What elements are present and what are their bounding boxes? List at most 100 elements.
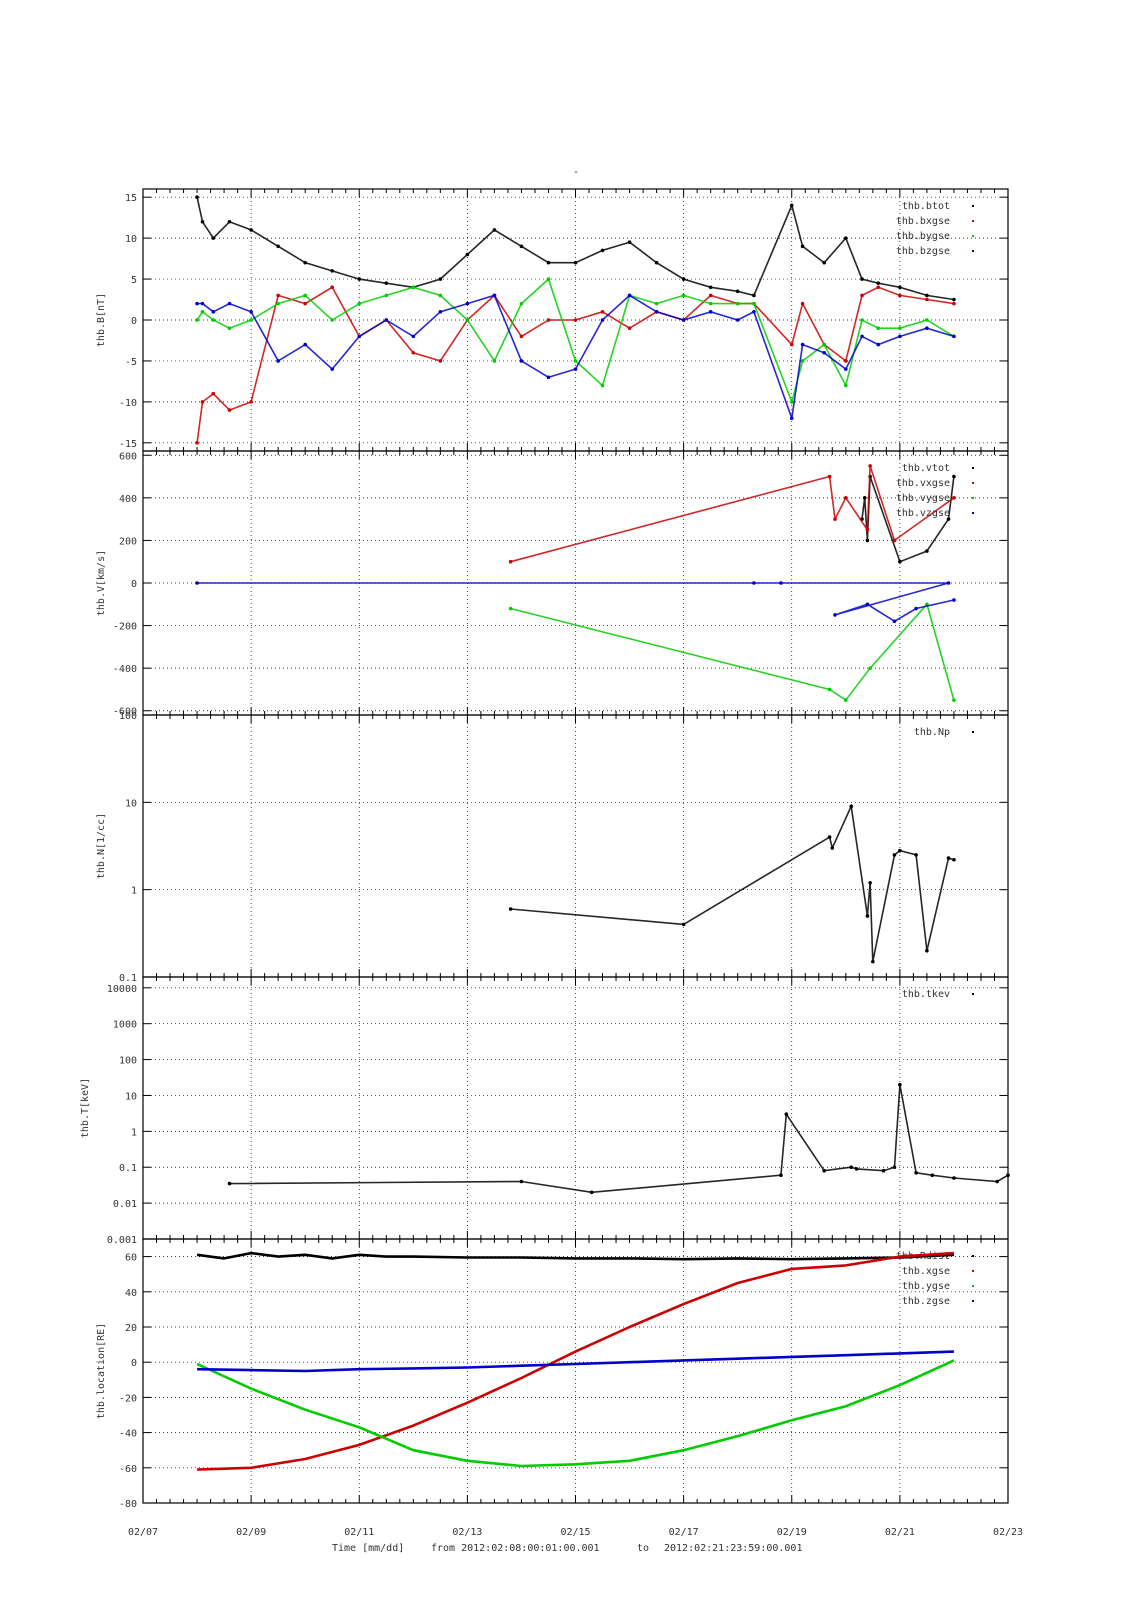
y-tick-label: 10	[125, 1091, 137, 1102]
x-axis: 02/07 02/09 02/11 02/13 02/15 02/17 02/19 02/21…	[128, 1527, 1023, 1538]
data-point	[892, 853, 897, 857]
legend-label: thb.bxgse	[896, 216, 950, 227]
data-point	[865, 538, 870, 543]
panel-location: 60 40 20 0 -20 -40 -60 -80 thb.location[RE] thb.R…	[96, 1238, 1009, 1510]
data-point	[995, 1179, 999, 1184]
legend-marker	[972, 497, 974, 499]
data-point	[952, 297, 956, 302]
data-point	[868, 666, 872, 670]
data-point	[789, 416, 794, 421]
legend-label: thb.Np	[914, 727, 950, 738]
data-point	[925, 549, 929, 553]
data-point	[465, 252, 470, 257]
y-tick-label: 0	[131, 316, 137, 327]
data-point	[952, 334, 956, 339]
x-tick-label: 02/11	[344, 1527, 374, 1538]
data-point	[249, 400, 253, 404]
data-point	[946, 581, 951, 585]
data-point	[822, 342, 826, 347]
data-point	[784, 1112, 789, 1117]
series-line-thb.ygse	[196, 1359, 955, 1468]
data-point	[865, 527, 870, 532]
data-point	[860, 334, 864, 339]
legend-marker	[972, 482, 974, 484]
data-point	[708, 301, 713, 306]
data-point	[211, 236, 216, 240]
data-point	[276, 293, 280, 298]
series-line-thb.Rdist	[196, 1251, 954, 1261]
data-point	[508, 559, 513, 564]
data-point	[822, 260, 826, 265]
data-point	[779, 1173, 783, 1177]
data-point	[892, 1165, 897, 1170]
data-point	[227, 301, 232, 306]
x-tick-label: 02/09	[236, 1527, 266, 1538]
data-point	[573, 359, 578, 363]
data-point	[681, 293, 686, 298]
data-point	[227, 326, 232, 330]
data-point	[800, 301, 805, 306]
data-point	[492, 359, 497, 363]
y-tick-label: -40	[119, 1429, 137, 1440]
data-point	[898, 285, 902, 290]
panels: 151050-5-10-15thb.B[nT]thb.btotthb.bxgse…	[80, 188, 1010, 1510]
legend-marker	[972, 1300, 974, 1302]
y-tick-label: 1	[131, 1127, 137, 1138]
data-point	[860, 318, 864, 322]
data-point	[654, 310, 659, 314]
data-point	[438, 293, 443, 298]
data-point	[898, 559, 902, 564]
y-tick-label: 1	[131, 886, 137, 897]
x-tick-label: 02/15	[560, 1527, 590, 1538]
data-point	[227, 408, 232, 412]
data-point	[752, 301, 756, 306]
data-point	[508, 606, 513, 611]
data-point	[384, 293, 389, 298]
legend-label: thb.bygse	[896, 231, 950, 242]
legend-marker	[972, 235, 974, 237]
panel-frame	[142, 976, 1009, 1240]
legend-label: thb.ygse	[902, 1281, 950, 1292]
data-point	[876, 342, 881, 347]
y-tick-label: 100	[119, 1056, 137, 1067]
data-point	[789, 203, 794, 208]
data-point	[822, 350, 826, 355]
data-point	[627, 293, 632, 298]
data-point	[930, 1173, 935, 1177]
data-point	[854, 1167, 859, 1171]
data-point	[573, 318, 578, 322]
y-tick-label: 100	[119, 711, 137, 722]
series-trace-thb.vtot	[861, 476, 955, 563]
data-point	[779, 581, 783, 585]
data-point	[330, 285, 335, 290]
legend-marker	[972, 731, 974, 733]
y-tick-label: 400	[119, 494, 137, 505]
data-point	[952, 857, 956, 862]
y-tick-label: -600	[113, 707, 137, 718]
data-point	[357, 334, 362, 339]
data-point	[952, 1176, 956, 1180]
data-point	[925, 326, 929, 330]
y-tick-label: 1000	[113, 1020, 137, 1031]
data-point	[195, 318, 199, 322]
caption-time-label: Time [mm/dd]	[332, 1543, 404, 1554]
data-point	[898, 1082, 902, 1087]
y-tick-label: 200	[119, 536, 137, 547]
data-point	[827, 687, 832, 692]
data-point	[865, 914, 870, 918]
data-point	[211, 310, 216, 314]
y-tick-label: 60	[125, 1253, 137, 1264]
x-tick-label: 02/17	[669, 1527, 699, 1538]
data-point	[925, 297, 929, 302]
data-point	[627, 326, 632, 330]
data-point	[384, 281, 389, 285]
x-tick-label: 02/19	[777, 1527, 807, 1538]
y-axis-label: thb.location[RE]	[96, 1323, 107, 1419]
legend-label: thb.Rdist	[896, 1251, 950, 1262]
data-point	[600, 310, 605, 314]
data-point	[276, 359, 280, 363]
series-trace-thb.Np	[510, 803, 955, 962]
legend-marker	[972, 220, 974, 222]
legend-marker	[972, 1255, 974, 1257]
y-tick-label: 0.001	[107, 1235, 137, 1246]
